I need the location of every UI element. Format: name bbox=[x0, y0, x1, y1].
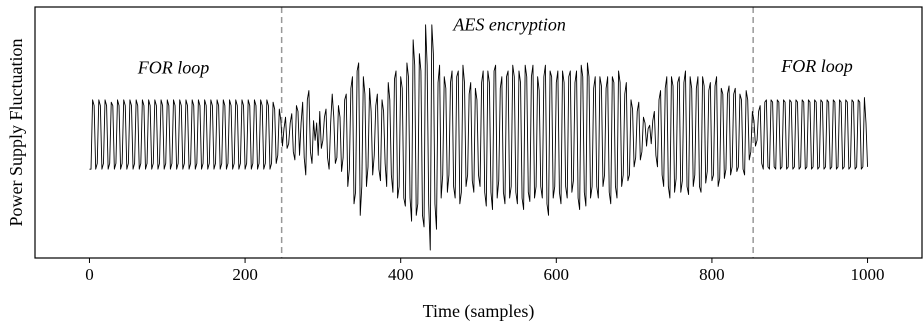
region-annotation: AES encryption bbox=[452, 15, 565, 35]
y-axis-label: Power Supply Fluctuation bbox=[6, 39, 26, 227]
region-annotation: FOR loop bbox=[137, 57, 210, 77]
x-tick-label: 800 bbox=[699, 265, 725, 284]
x-axis-label: Time (samples) bbox=[423, 301, 535, 322]
power-trace-line bbox=[89, 24, 868, 251]
region-markers bbox=[280, 7, 754, 258]
x-axis-ticks: 0 200 400 600 800 1000 bbox=[85, 258, 885, 284]
x-tick-label: 0 bbox=[85, 265, 94, 284]
x-tick-label: 400 bbox=[388, 265, 414, 284]
region-annotation: FOR loop bbox=[780, 56, 853, 76]
x-tick-label: 200 bbox=[232, 265, 258, 284]
x-tick-label: 600 bbox=[544, 265, 570, 284]
region-annotations: FOR loop AES encryption FOR loop bbox=[137, 15, 853, 78]
plot-frame bbox=[34, 6, 923, 259]
x-tick-label: 1000 bbox=[851, 265, 885, 284]
